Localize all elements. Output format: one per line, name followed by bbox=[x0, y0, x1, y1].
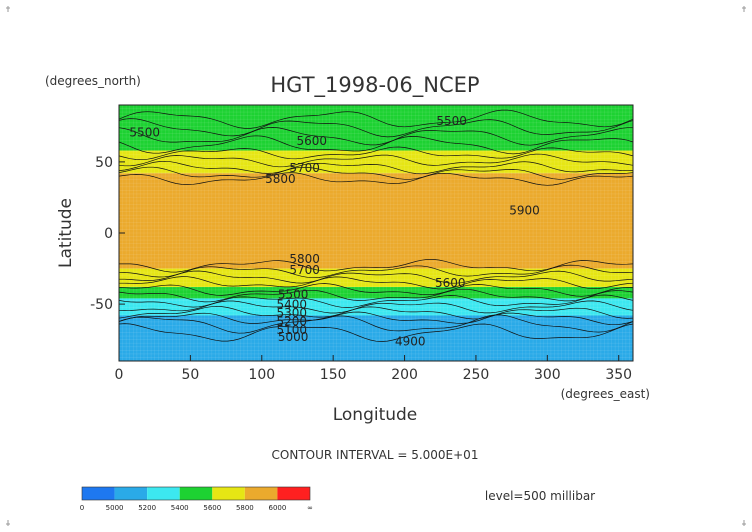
contour-label: 5900 bbox=[509, 204, 540, 218]
contour-line bbox=[118, 283, 633, 297]
contour-line bbox=[118, 259, 634, 273]
y-tick-label: 0 bbox=[104, 226, 113, 242]
contour-line bbox=[118, 288, 634, 303]
crop-marks bbox=[6, 6, 746, 526]
colorbar-swatch bbox=[277, 487, 310, 500]
contour-interval-text: CONTOUR INTERVAL = 5.000E+01 bbox=[272, 448, 479, 462]
contour-label: 5500 bbox=[129, 125, 160, 139]
chart-title: HGT_1998-06_NCEP bbox=[270, 73, 479, 98]
colorbar-label: 0 bbox=[80, 504, 84, 512]
contour-line bbox=[118, 135, 634, 155]
contour-label: 5200 bbox=[276, 314, 307, 328]
colorbar-swatch bbox=[244, 487, 278, 500]
x-tick-label: 150 bbox=[320, 367, 347, 383]
y-tick-label: 50 bbox=[95, 155, 113, 171]
x-tick-label: 0 bbox=[115, 367, 124, 383]
contour-label: 5300 bbox=[276, 306, 307, 320]
x-ticks: 0 50 100 150 200 250 300 350 bbox=[115, 355, 632, 383]
contour-line bbox=[118, 160, 634, 175]
contour-line bbox=[118, 323, 634, 342]
contour-line bbox=[118, 264, 634, 279]
colorbar-swatch bbox=[179, 487, 213, 500]
colorbar-label: 5600 bbox=[203, 504, 221, 512]
contour-line bbox=[118, 127, 633, 146]
contour-label: 5100 bbox=[276, 323, 307, 337]
contour-line bbox=[118, 166, 634, 180]
colorbar-swatch bbox=[114, 487, 148, 500]
contour-line bbox=[118, 305, 634, 320]
level-text: level=500 millibar bbox=[485, 489, 595, 503]
colorbar: 0 5000 5200 5400 5600 5800 6000 ∞ bbox=[80, 486, 313, 512]
contour-line bbox=[119, 276, 634, 290]
x-axis-title: Longitude bbox=[333, 405, 418, 425]
band-0 bbox=[119, 105, 633, 151]
contour-label: 5000 bbox=[278, 330, 309, 344]
colorbar-swatch bbox=[82, 487, 115, 500]
contour-label: 5700 bbox=[289, 263, 320, 277]
y-unit-label: (degrees_north) bbox=[45, 74, 141, 88]
colorbar-label: 5400 bbox=[171, 504, 189, 512]
contour-line bbox=[118, 300, 634, 314]
colorbar-label: 5200 bbox=[138, 504, 156, 512]
contour-line bbox=[118, 172, 634, 186]
y-ticks: 50 0 -50 bbox=[90, 155, 125, 313]
contour-label: 4900 bbox=[395, 334, 426, 348]
contour-label: 5600 bbox=[296, 134, 327, 148]
colorbar-label: ∞ bbox=[307, 504, 313, 512]
x-tick-label: 250 bbox=[463, 367, 490, 383]
colorbar-swatch bbox=[147, 487, 180, 500]
y-tick-label: -50 bbox=[90, 297, 113, 313]
x-tick-label: 200 bbox=[391, 367, 418, 383]
contour-line bbox=[118, 153, 634, 168]
x-tick-label: 350 bbox=[605, 367, 632, 383]
contour-label: 5700 bbox=[289, 161, 320, 175]
contour-label: 5800 bbox=[289, 252, 320, 266]
contour-label: 5800 bbox=[265, 172, 296, 186]
colorbar-label: 5000 bbox=[106, 504, 124, 512]
contour-label: 5600 bbox=[435, 276, 466, 290]
colorbar-label: 6000 bbox=[269, 504, 287, 512]
contour-line bbox=[118, 109, 634, 129]
colorbar-label: 5800 bbox=[236, 504, 254, 512]
contour-line bbox=[118, 311, 634, 326]
y-axis-title: Latitude bbox=[56, 198, 76, 268]
contour-line bbox=[118, 146, 634, 161]
contour-label: 5500 bbox=[436, 114, 467, 128]
contour-line bbox=[118, 294, 634, 308]
band-2 bbox=[119, 173, 633, 269]
x-tick-label: 300 bbox=[534, 367, 561, 383]
contour-line bbox=[119, 270, 634, 284]
x-unit-label: (degrees_east) bbox=[561, 387, 650, 401]
contour-lines bbox=[118, 109, 634, 342]
contour-label: 5400 bbox=[276, 297, 307, 311]
band-1 bbox=[119, 150, 633, 174]
contour-line bbox=[118, 118, 634, 138]
plot-area bbox=[118, 104, 634, 362]
colorbar-swatch bbox=[212, 487, 245, 500]
contour-labels: 5500550056005700580059005800570056005500… bbox=[129, 114, 539, 348]
x-tick-label: 50 bbox=[181, 367, 199, 383]
x-tick-label: 100 bbox=[248, 367, 275, 383]
contour-label: 5500 bbox=[278, 287, 309, 301]
contour-line bbox=[118, 314, 634, 334]
